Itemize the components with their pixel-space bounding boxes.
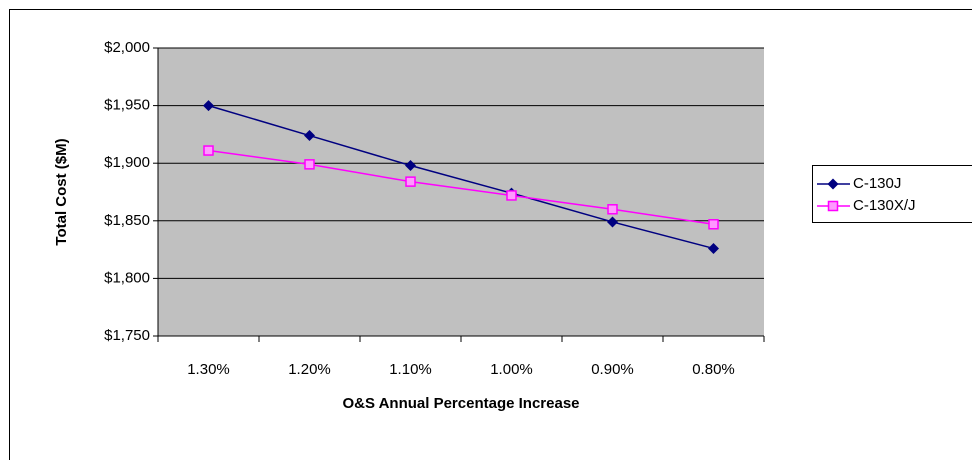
y-tick-label: $1,800: [104, 269, 150, 286]
x-tick-label: 0.80%: [692, 361, 735, 378]
y-tick-label: $1,750: [104, 327, 150, 344]
data-point: [506, 190, 517, 201]
legend-marker: [827, 200, 839, 212]
data-point: [203, 100, 214, 112]
y-tick-label: $1,850: [104, 212, 150, 229]
y-axis-title: Total Cost ($M): [53, 138, 70, 245]
data-point: [304, 130, 315, 142]
data-point: [708, 219, 719, 230]
legend-box: [812, 165, 972, 223]
x-tick-label: 0.90%: [591, 361, 634, 378]
y-tick-label: $1,950: [104, 97, 150, 114]
data-point: [405, 160, 416, 172]
data-point: [607, 204, 618, 215]
plot-area: [158, 48, 764, 336]
x-tick-label: 1.30%: [187, 361, 230, 378]
data-point: [607, 216, 618, 228]
x-tick-label: 1.00%: [490, 361, 533, 378]
y-tick-label: $1,900: [104, 154, 150, 171]
data-point: [708, 242, 719, 254]
y-tick-label: $2,000: [104, 39, 150, 56]
legend-label: C-130J: [853, 175, 901, 192]
x-axis-title: O&S Annual Percentage Increase: [342, 395, 579, 412]
data-point: [203, 145, 214, 156]
legend-marker: [827, 178, 839, 190]
data-point: [405, 176, 416, 187]
data-point: [304, 159, 315, 170]
legend-label: C-130X/J: [853, 197, 916, 214]
x-tick-label: 1.10%: [389, 361, 432, 378]
series-line: [208, 149, 714, 225]
x-tick-label: 1.20%: [288, 361, 331, 378]
series-line: [208, 104, 714, 250]
